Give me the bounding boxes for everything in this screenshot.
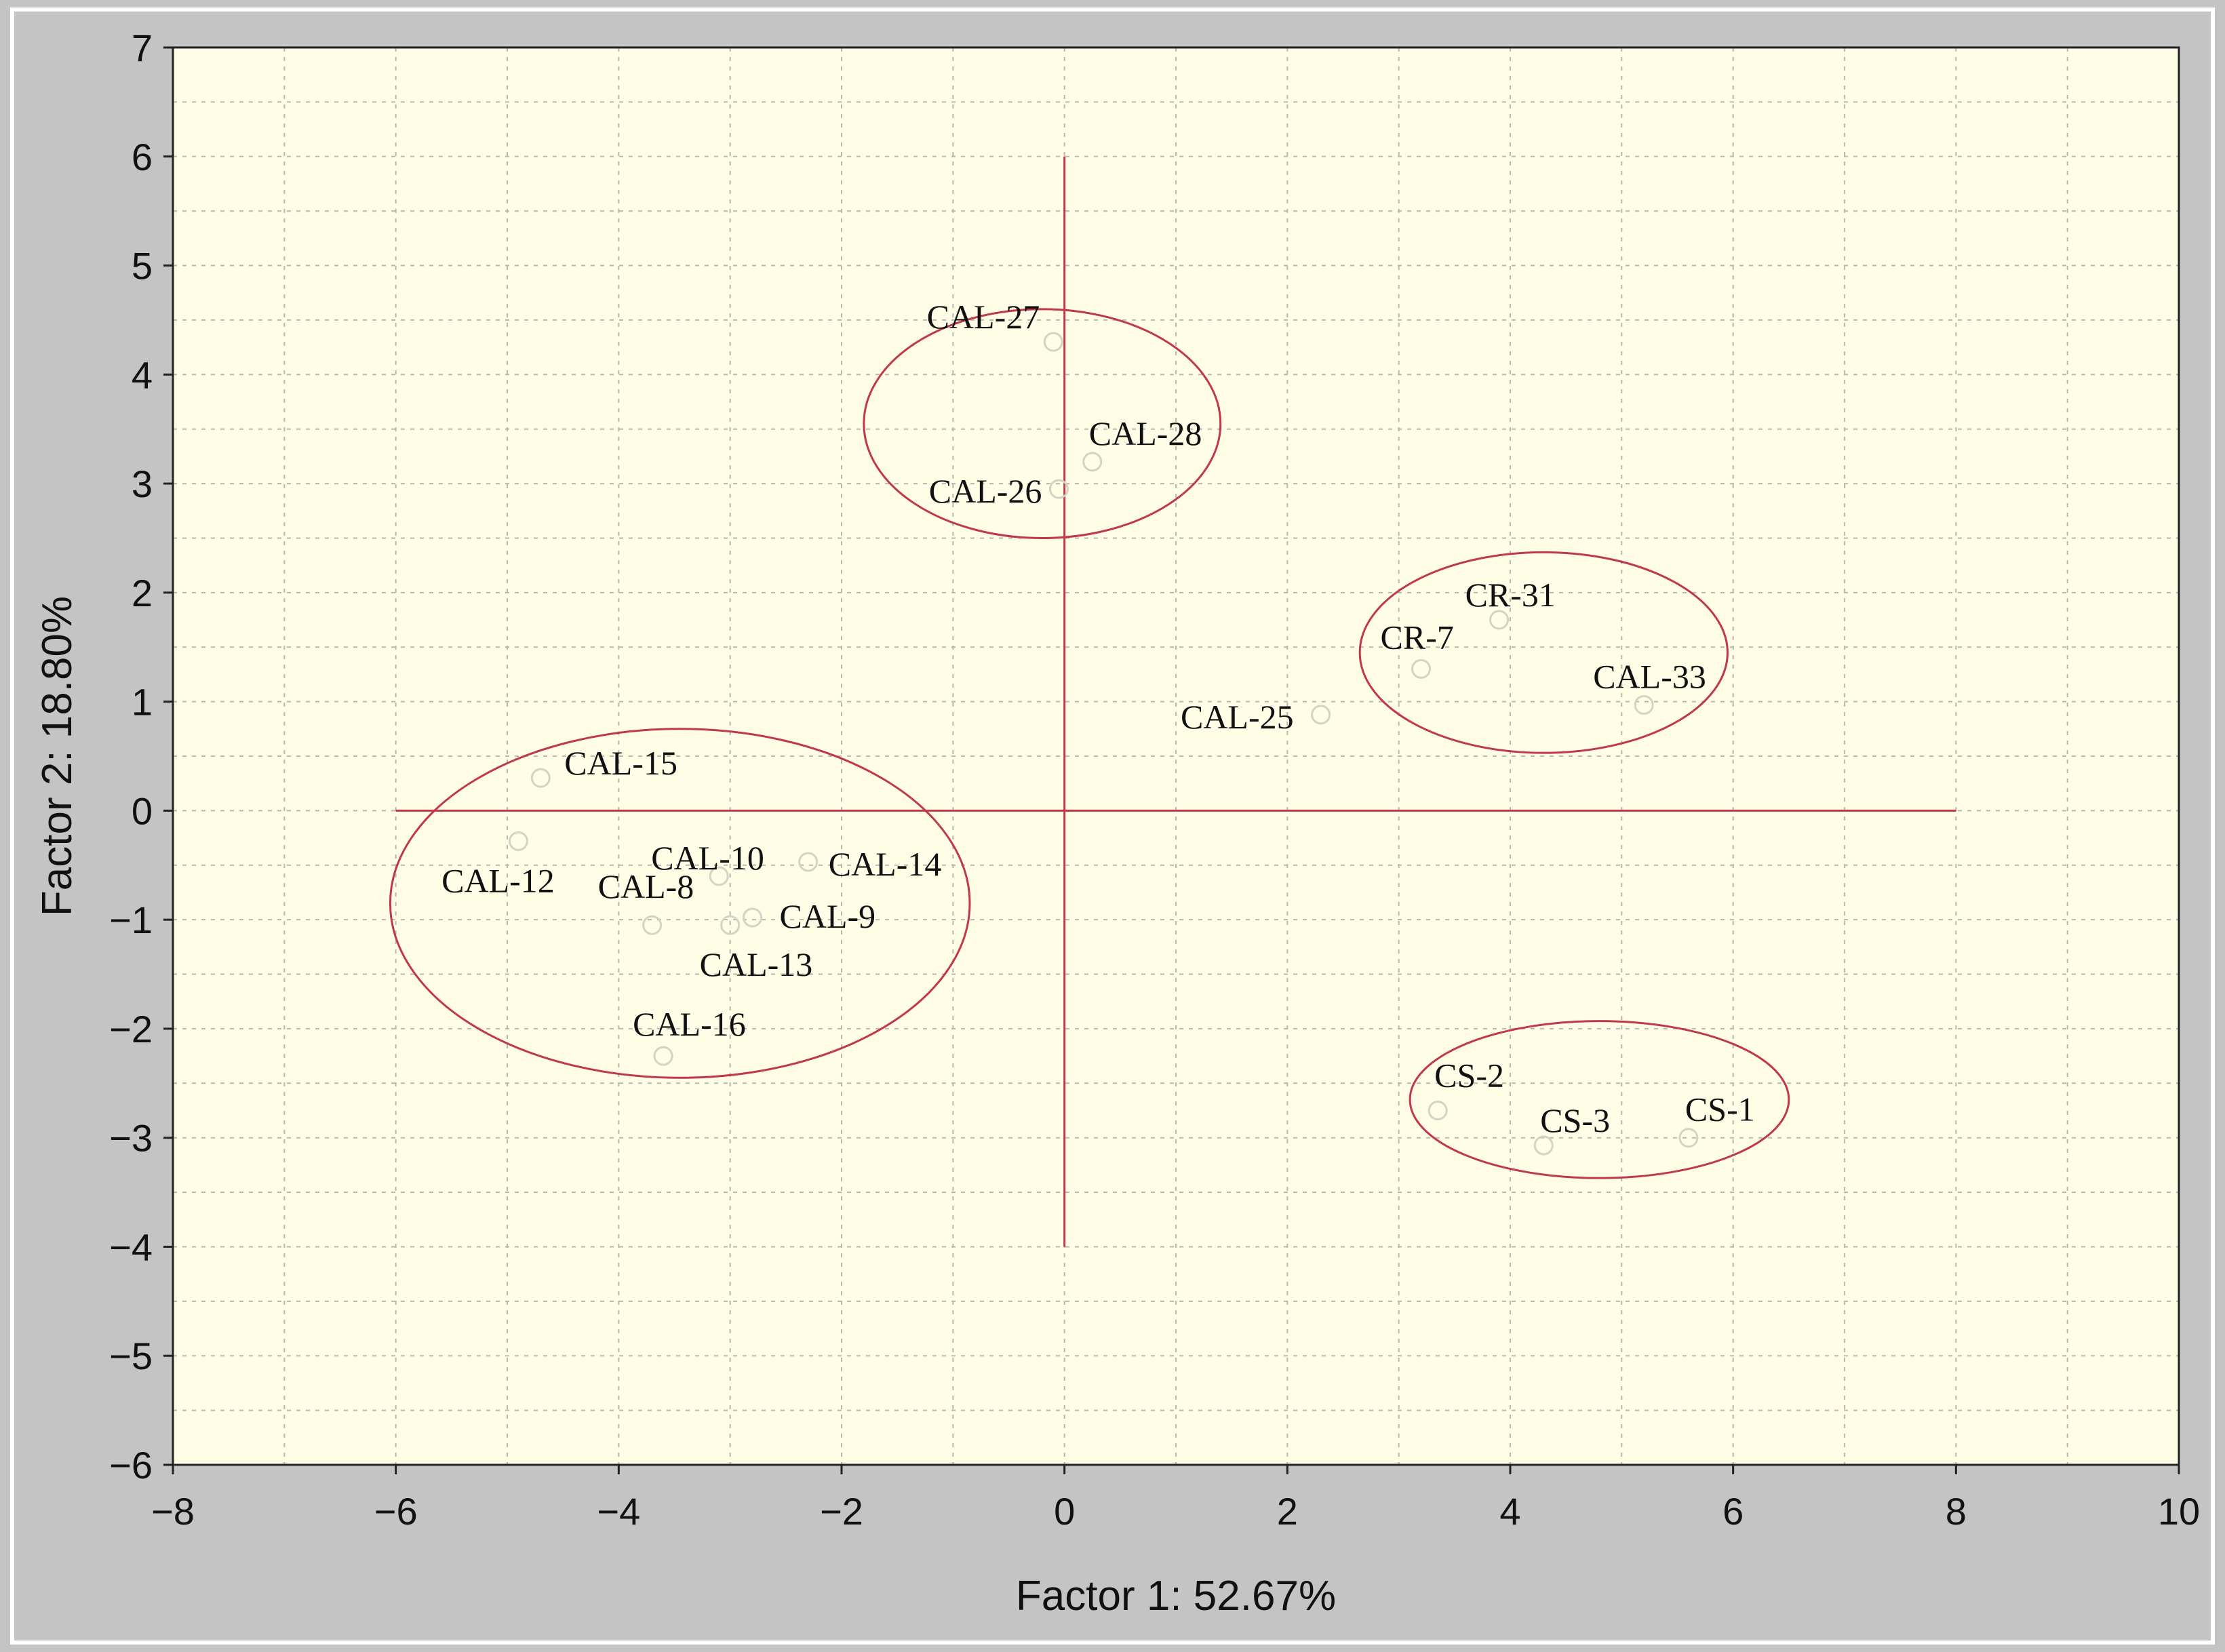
data-point-label: CAL-16 xyxy=(633,1005,746,1043)
x-tick-label: 10 xyxy=(2158,1490,2200,1533)
y-tick-label: 3 xyxy=(132,463,153,505)
plot-border xyxy=(172,46,2180,1466)
x-tick-label: 2 xyxy=(1277,1490,1298,1533)
x-tick-label: −2 xyxy=(820,1490,863,1533)
x-tick-label: 4 xyxy=(1499,1490,1520,1533)
x-axis-title: Factor 1: 52.67% xyxy=(1016,1573,1336,1619)
y-tick-label: −2 xyxy=(109,1008,153,1050)
y-tick-label: 5 xyxy=(132,245,153,288)
data-point-label: CR-31 xyxy=(1465,576,1556,614)
data-point xyxy=(1533,1135,1554,1156)
x-axis-ticks: −8 −6 −4 −2 0 2 4 6 8 10 xyxy=(151,1465,2200,1533)
data-point-label: CR-7 xyxy=(1381,618,1454,656)
data-point xyxy=(1678,1128,1699,1148)
data-point-label: CS-1 xyxy=(1685,1090,1755,1128)
data-point-label: CS-2 xyxy=(1434,1057,1504,1095)
data-point-label: CAL-13 xyxy=(700,945,813,983)
y-tick-label: 6 xyxy=(132,136,153,178)
data-point-label: CAL-15 xyxy=(564,744,677,782)
x-tick-label: 8 xyxy=(1946,1490,1967,1533)
cluster-ellipse xyxy=(389,728,971,1079)
y-tick-label: −5 xyxy=(109,1335,153,1377)
data-point xyxy=(530,768,551,788)
x-tick-label: −4 xyxy=(597,1490,640,1533)
data-point xyxy=(642,915,663,935)
data-point xyxy=(1427,1101,1448,1120)
frame-rim xyxy=(10,7,2215,1645)
data-point xyxy=(508,831,528,851)
y-tick-label: 4 xyxy=(132,353,153,396)
y-tick-label: 1 xyxy=(132,681,153,724)
data-point-label: CAL-33 xyxy=(1593,657,1706,695)
data-point-label: CAL-8 xyxy=(598,867,694,905)
data-point-label: CAL-25 xyxy=(1181,698,1294,736)
x-tick-label: 0 xyxy=(1054,1490,1075,1533)
reference-lines xyxy=(395,156,1956,1247)
data-point xyxy=(720,915,741,935)
grid-lines xyxy=(173,47,2179,1465)
data-point-label: CAL-9 xyxy=(780,897,876,935)
x-tick-label: −6 xyxy=(374,1490,418,1533)
data-point-label: CAL-10 xyxy=(651,839,764,877)
y-tick-label: −6 xyxy=(109,1444,153,1487)
data-point-label: CS-3 xyxy=(1540,1101,1610,1139)
y-tick-label: 2 xyxy=(132,572,153,614)
data-point xyxy=(1311,705,1331,725)
x-tick-label: −8 xyxy=(151,1490,195,1533)
data-point xyxy=(1043,332,1063,352)
y-axis-title: Factor 2: 18.80% xyxy=(34,596,81,916)
data-point xyxy=(1082,452,1103,472)
data-point xyxy=(653,1046,673,1066)
y-tick-label: −3 xyxy=(109,1117,153,1160)
cluster-ellipse xyxy=(1358,551,1729,754)
data-point-label: CAL-27 xyxy=(927,298,1040,336)
data-point xyxy=(1489,610,1510,630)
data-points xyxy=(508,332,1699,1156)
y-tick-label: −1 xyxy=(109,899,153,941)
y-tick-label: 0 xyxy=(132,789,153,832)
data-point-label: CAL-14 xyxy=(829,845,942,883)
cluster-ellipse xyxy=(863,308,1222,539)
data-point xyxy=(798,852,819,872)
x-tick-label: 6 xyxy=(1722,1490,1744,1533)
data-point xyxy=(709,866,729,886)
data-point-label: CAL-28 xyxy=(1089,414,1202,452)
cluster-ellipse xyxy=(1409,1020,1790,1179)
y-axis-ticks: −6 −5 −4 −3 −2 −1 0 1 2 3 4 5 6 7 xyxy=(109,26,173,1487)
y-tick-label: 7 xyxy=(132,26,153,69)
data-point xyxy=(743,907,763,928)
cluster-ellipses xyxy=(389,308,1790,1179)
data-point xyxy=(1411,658,1432,679)
y-tick-label: −4 xyxy=(109,1225,153,1268)
data-point xyxy=(1634,694,1654,715)
point-labels: CAL-27 CAL-28 CAL-26 CR-31 CR-7 CAL-33 CAL-25 C… xyxy=(441,298,1755,1139)
data-point xyxy=(1048,479,1069,499)
data-point-label: CAL-12 xyxy=(441,861,555,899)
data-point-label: CAL-26 xyxy=(929,472,1042,510)
